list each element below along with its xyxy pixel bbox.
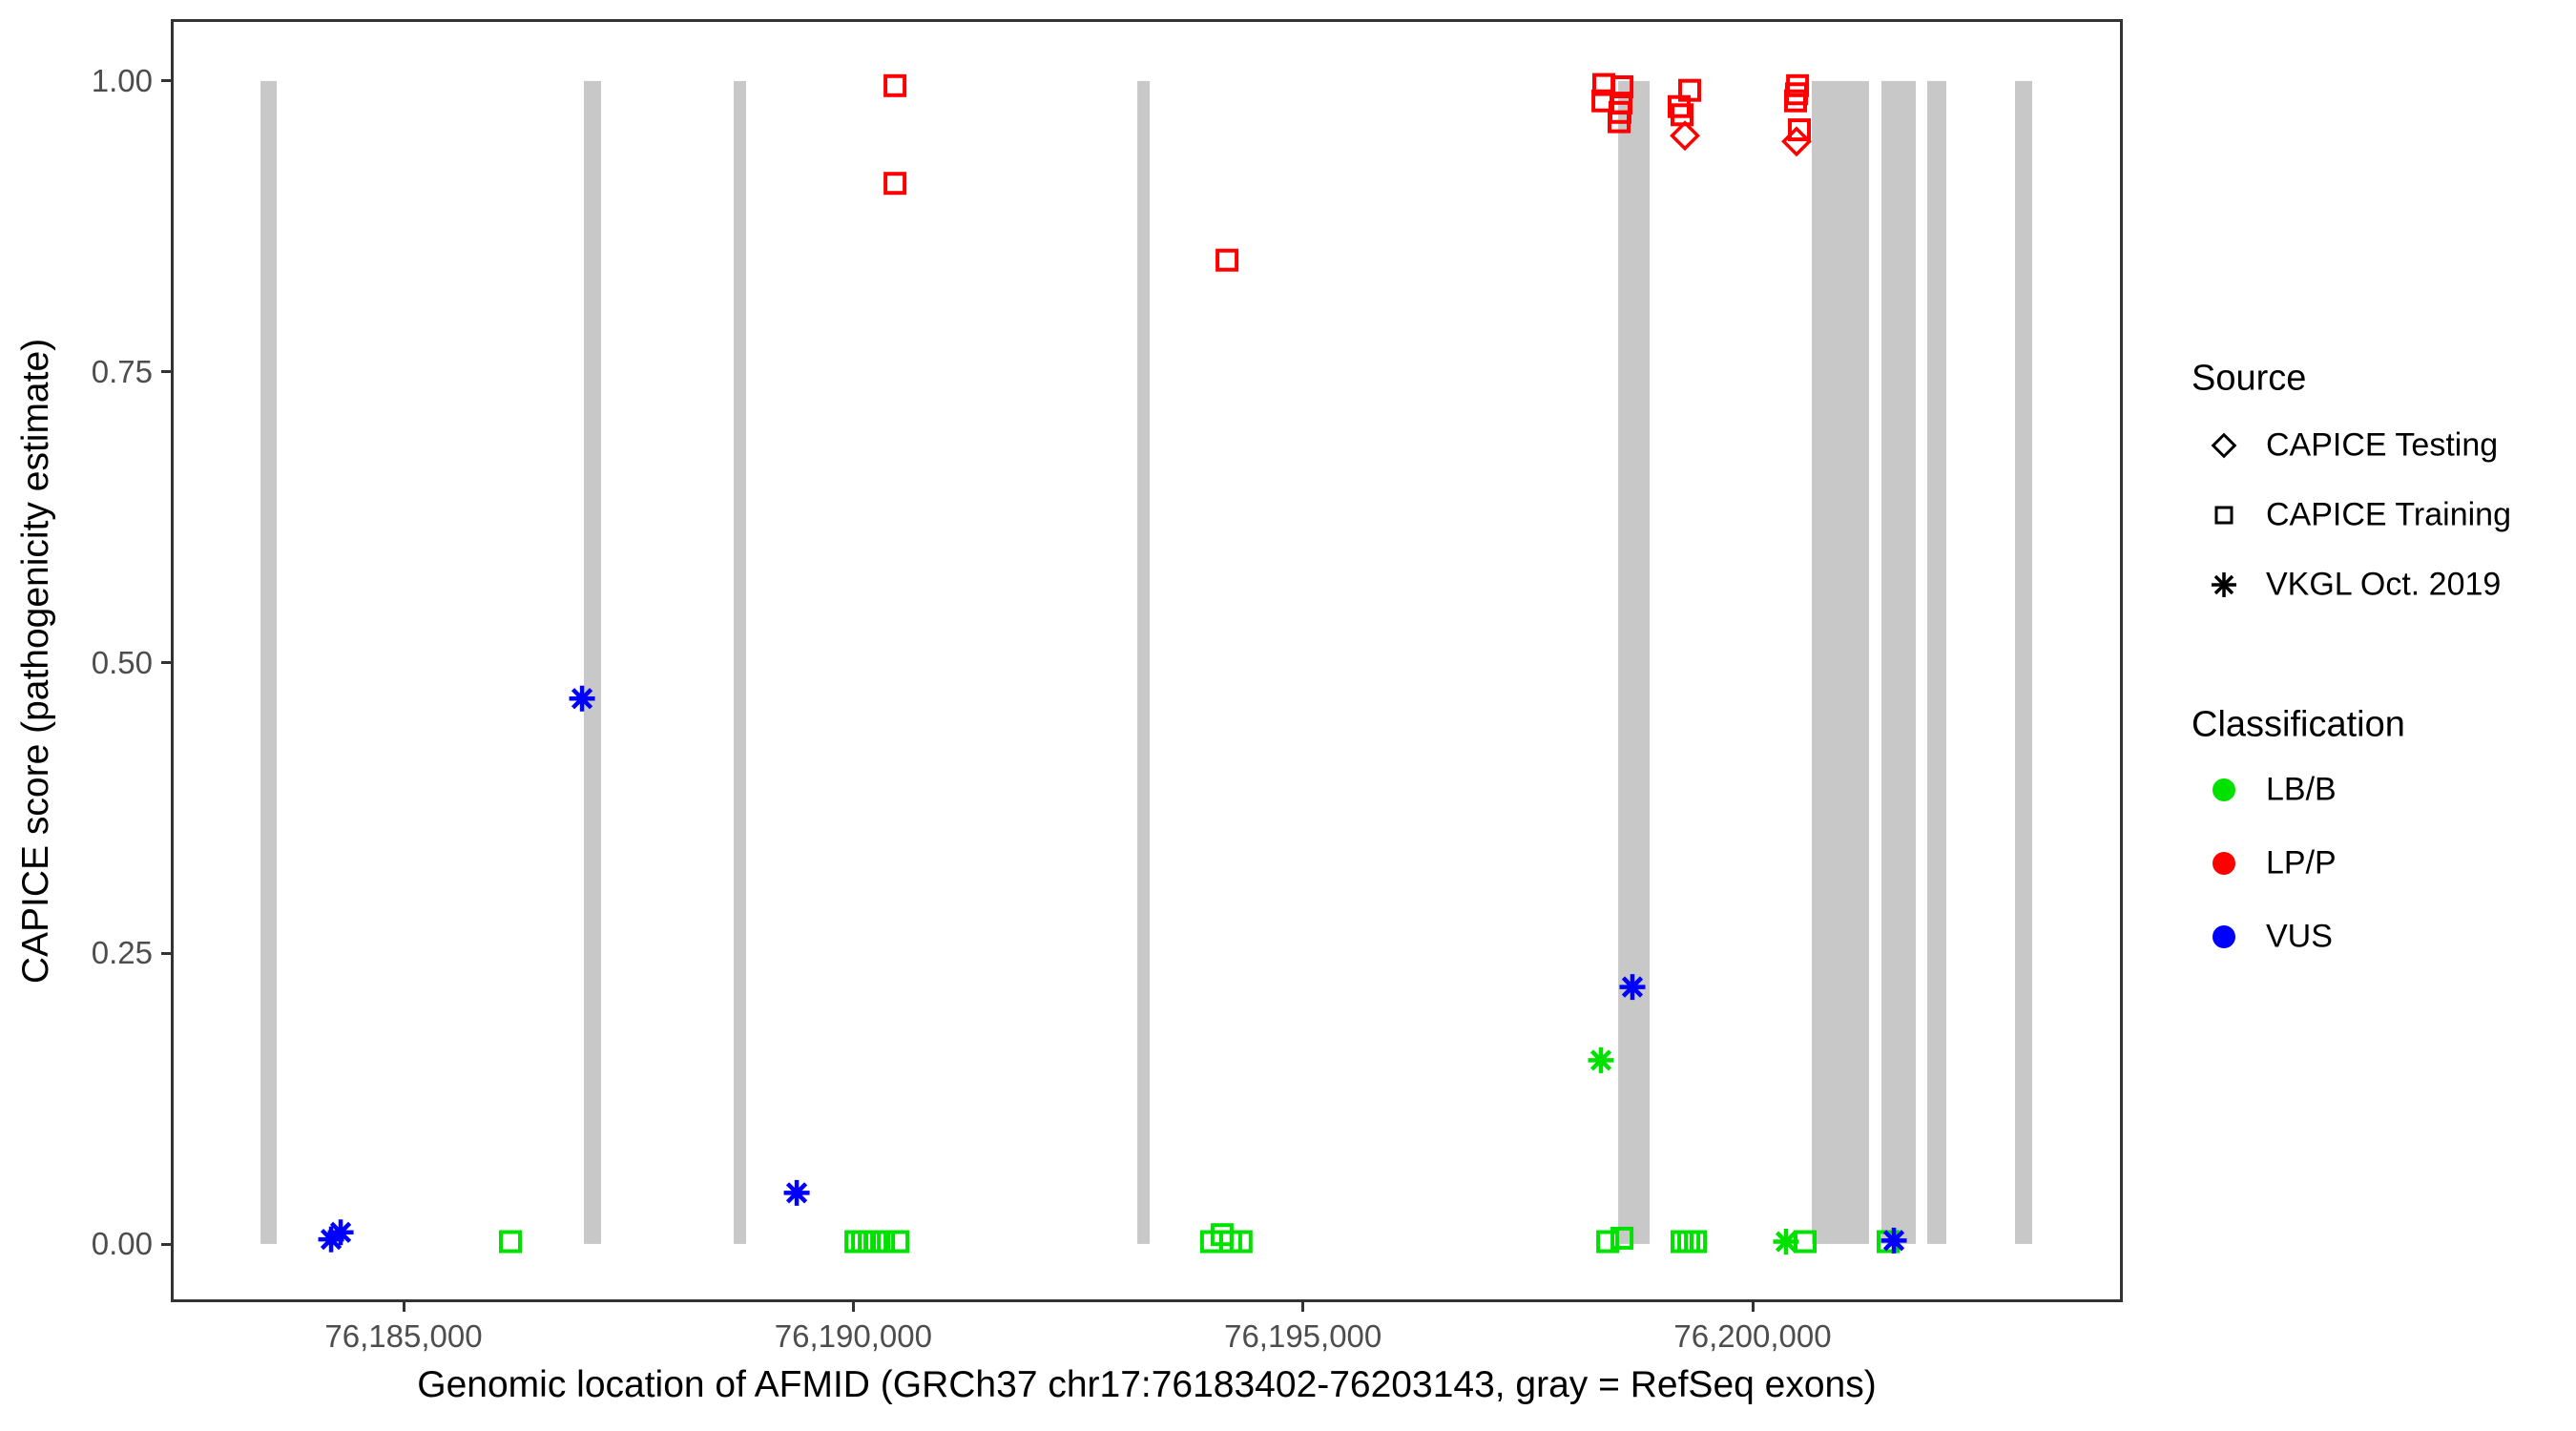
data-point — [886, 1230, 910, 1254]
legend-item-lbb: LB/B — [2266, 771, 2337, 808]
y-axis-tick-label: 0.00 — [91, 1226, 153, 1261]
diamond-icon — [2211, 432, 2237, 459]
vus-dot-icon — [2212, 925, 2235, 948]
data-point — [569, 685, 595, 712]
y-axis-tick-mark — [161, 79, 174, 83]
data-point — [883, 172, 907, 196]
refseq-exon-bar — [1881, 80, 1916, 1244]
data-point — [1229, 1230, 1253, 1254]
lbb-dot-icon — [2212, 778, 2235, 801]
x-axis-tick-label: 76,195,000 — [1224, 1318, 1382, 1354]
y-axis-tick-mark — [161, 1242, 174, 1246]
data-point — [1773, 1229, 1799, 1255]
x-axis-tick-label: 76,200,000 — [1673, 1318, 1832, 1354]
refseq-exon-bar — [1137, 80, 1151, 1244]
x-axis-tick-mark — [402, 1299, 405, 1312]
x-axis-tick-label: 76,190,000 — [774, 1318, 932, 1354]
x-axis-tick-mark — [1751, 1299, 1755, 1312]
data-point — [1781, 126, 1812, 157]
legend-item-capice-training: CAPICE Training — [2266, 496, 2511, 533]
data-point — [1784, 89, 1807, 113]
data-point — [851, 1230, 875, 1254]
data-point — [1619, 974, 1646, 1001]
legend-item-lpp: LP/P — [2266, 844, 2337, 881]
refseq-exon-bar — [1618, 80, 1651, 1244]
data-point — [327, 1219, 354, 1246]
refseq-exon-bar — [260, 80, 278, 1244]
data-point — [872, 1230, 896, 1254]
data-point — [1596, 1230, 1620, 1254]
y-axis-tick-mark — [161, 951, 174, 955]
plot-panel — [171, 19, 2123, 1302]
x-axis-tick-mark — [1301, 1299, 1305, 1312]
legend-source-title: Source — [2192, 358, 2307, 399]
legend-item-vkgl: VKGL Oct. 2019 — [2266, 566, 2502, 603]
x-axis-title: Genomic location of AFMID (GRCh37 chr17:… — [417, 1364, 1877, 1405]
y-axis-tick-mark — [161, 370, 174, 374]
legend-classification-title: Classification — [2192, 704, 2405, 745]
refseq-exon-bar — [2015, 80, 2032, 1244]
data-point — [1684, 1230, 1708, 1254]
data-point — [783, 1179, 810, 1206]
square-icon — [2214, 506, 2233, 525]
data-point — [1880, 1227, 1907, 1254]
y-axis-tick-label: 0.75 — [91, 353, 153, 389]
y-axis-tick-mark — [161, 661, 174, 664]
lpp-dot-icon — [2212, 852, 2235, 875]
data-point — [844, 1230, 868, 1254]
legend-item-capice-testing: CAPICE Testing — [2266, 426, 2499, 464]
data-point — [1671, 1230, 1693, 1254]
data-point — [1610, 75, 1634, 98]
data-point — [499, 1230, 522, 1254]
y-axis-tick-label: 0.50 — [91, 644, 153, 680]
y-axis-title: CAPICE score (pathogenicity estimate) — [15, 338, 56, 985]
data-point — [1588, 1047, 1614, 1073]
refseq-exon-bar — [1812, 80, 1869, 1244]
data-point — [1670, 120, 1700, 152]
data-point — [1608, 110, 1631, 134]
data-point — [883, 73, 907, 97]
legend-item-vus: VUS — [2266, 918, 2333, 955]
data-point — [1788, 118, 1811, 142]
y-axis-tick-label: 0.25 — [91, 935, 153, 971]
data-point — [1677, 1230, 1701, 1254]
y-axis-tick-label: 1.00 — [91, 62, 153, 98]
refseq-exon-bar — [734, 80, 746, 1244]
asterisk-icon — [2212, 572, 2236, 597]
data-point — [1215, 248, 1239, 272]
data-point — [1610, 1226, 1634, 1250]
x-axis-tick-label: 76,185,000 — [324, 1318, 483, 1354]
refseq-exon-bar — [584, 80, 601, 1244]
scatter-plot — [260, 73, 2032, 1255]
x-axis-tick-mark — [851, 1299, 855, 1312]
refseq-exon-bar — [1927, 80, 1946, 1244]
